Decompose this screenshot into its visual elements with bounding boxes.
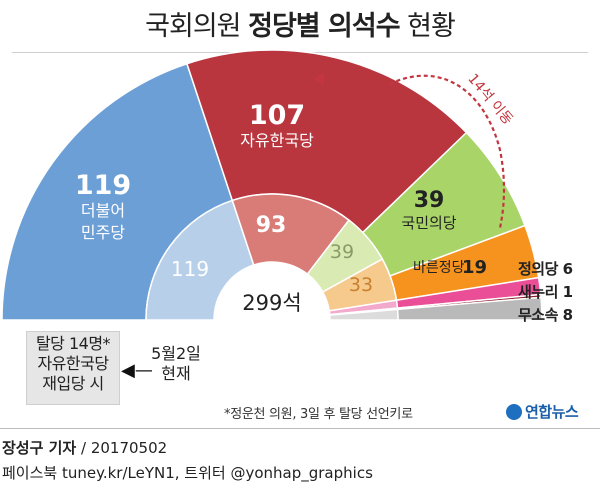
inner-slice-0 bbox=[145, 199, 255, 321]
seat-move-arrowhead bbox=[314, 72, 324, 86]
yonhap-logo-icon bbox=[506, 403, 522, 420]
inner-value-0: 119 bbox=[171, 257, 209, 281]
title-bold: 정당별 의석수 bbox=[248, 11, 400, 42]
credit-line: 장성구 기자 / 20170502 bbox=[2, 437, 167, 458]
left-arrow-icon: ◀— bbox=[121, 360, 153, 381]
scenario-note-box: 탈당 14명* 자유한국당 재입당 시 bbox=[26, 331, 120, 405]
title-light: 국회의원 bbox=[145, 11, 241, 42]
yonhap-logo-text: 연합뉴스 bbox=[525, 403, 579, 421]
outer-label-0b: 민주당 bbox=[81, 223, 125, 242]
inner-slice-6 bbox=[328, 308, 399, 321]
total-seats-label: 299석 bbox=[242, 291, 301, 315]
outer-value-3: 19 bbox=[462, 257, 487, 278]
credit-name: 장성구 기자 bbox=[2, 439, 77, 457]
outer-label-1: 자유한국당 bbox=[240, 131, 314, 150]
seat-move-label: 14석 이동 bbox=[464, 71, 515, 128]
footer-divider bbox=[0, 428, 600, 429]
side-label-independent: 무소속 8 bbox=[518, 306, 573, 324]
inner-slice-1 bbox=[231, 193, 350, 276]
date-line-2: 현재 bbox=[161, 364, 191, 383]
date-line-1: 5월2일 bbox=[151, 344, 201, 363]
inner-value-2: 39 bbox=[330, 241, 354, 263]
title-suffix: 현황 bbox=[407, 11, 456, 42]
social-links: 페이스북 tuney.kr/LeYN1, 트위터 @yonhap_graphic… bbox=[2, 464, 373, 482]
outer-value-0: 119 bbox=[75, 170, 131, 201]
outer-label-2: 국민의당 bbox=[401, 214, 456, 232]
outer-label-0a: 더불어 bbox=[81, 201, 125, 220]
scenario-line-1: 탈당 14명* bbox=[35, 334, 111, 353]
side-label-saenuri: 새누리 1 bbox=[518, 283, 573, 301]
scenario-line-3: 재입당 시 bbox=[42, 374, 104, 393]
side-label-justice: 정의당 6 bbox=[518, 260, 573, 278]
credit-date: / 20170502 bbox=[81, 439, 168, 457]
outer-label-3: 바른정당 bbox=[413, 260, 465, 276]
scenario-line-2: 자유한국당 bbox=[37, 354, 109, 373]
seat-move-arrow bbox=[389, 74, 506, 229]
inner-ring: 119 93 39 33 bbox=[145, 193, 399, 321]
inner-value-1: 93 bbox=[256, 213, 287, 238]
date-note: 5월2일 현재 bbox=[144, 344, 208, 384]
page-title: 국회의원 정당별 의석수 현황 bbox=[0, 4, 600, 43]
yonhap-logo: 연합뉴스 bbox=[506, 401, 579, 422]
inner-value-3: 33 bbox=[349, 274, 373, 296]
outer-value-1: 107 bbox=[249, 100, 305, 131]
outer-value-2: 39 bbox=[414, 188, 445, 213]
footnote: *정운천 의원, 3일 후 탈당 선언키로 bbox=[224, 407, 413, 422]
